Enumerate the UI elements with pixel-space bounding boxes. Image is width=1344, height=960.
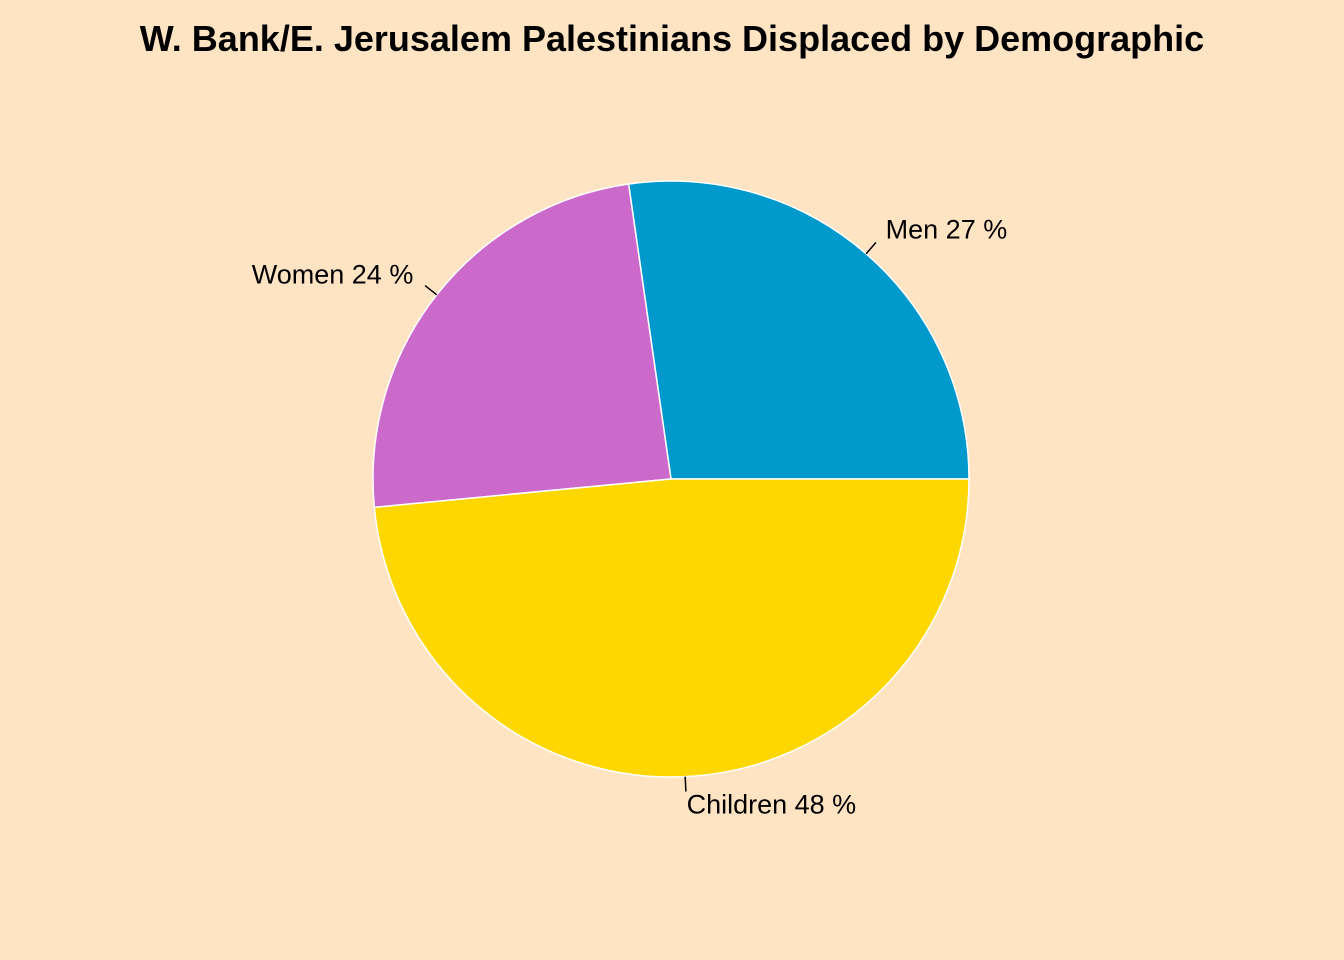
pie-slice-children — [373, 478, 970, 778]
pie-label-women: Women 24 % — [252, 259, 414, 289]
chart-title: W. Bank/E. Jerusalem Palestinians Displa… — [139, 18, 1205, 59]
pie-label-children: Children 48 % — [687, 790, 857, 820]
pie-label-tick-men — [865, 242, 877, 255]
pie-label-tick-women — [424, 284, 438, 296]
pie-slice-women — [372, 183, 672, 509]
pie-label-men: Men 27 % — [886, 214, 1008, 244]
pie-label-tick-children — [684, 776, 687, 792]
